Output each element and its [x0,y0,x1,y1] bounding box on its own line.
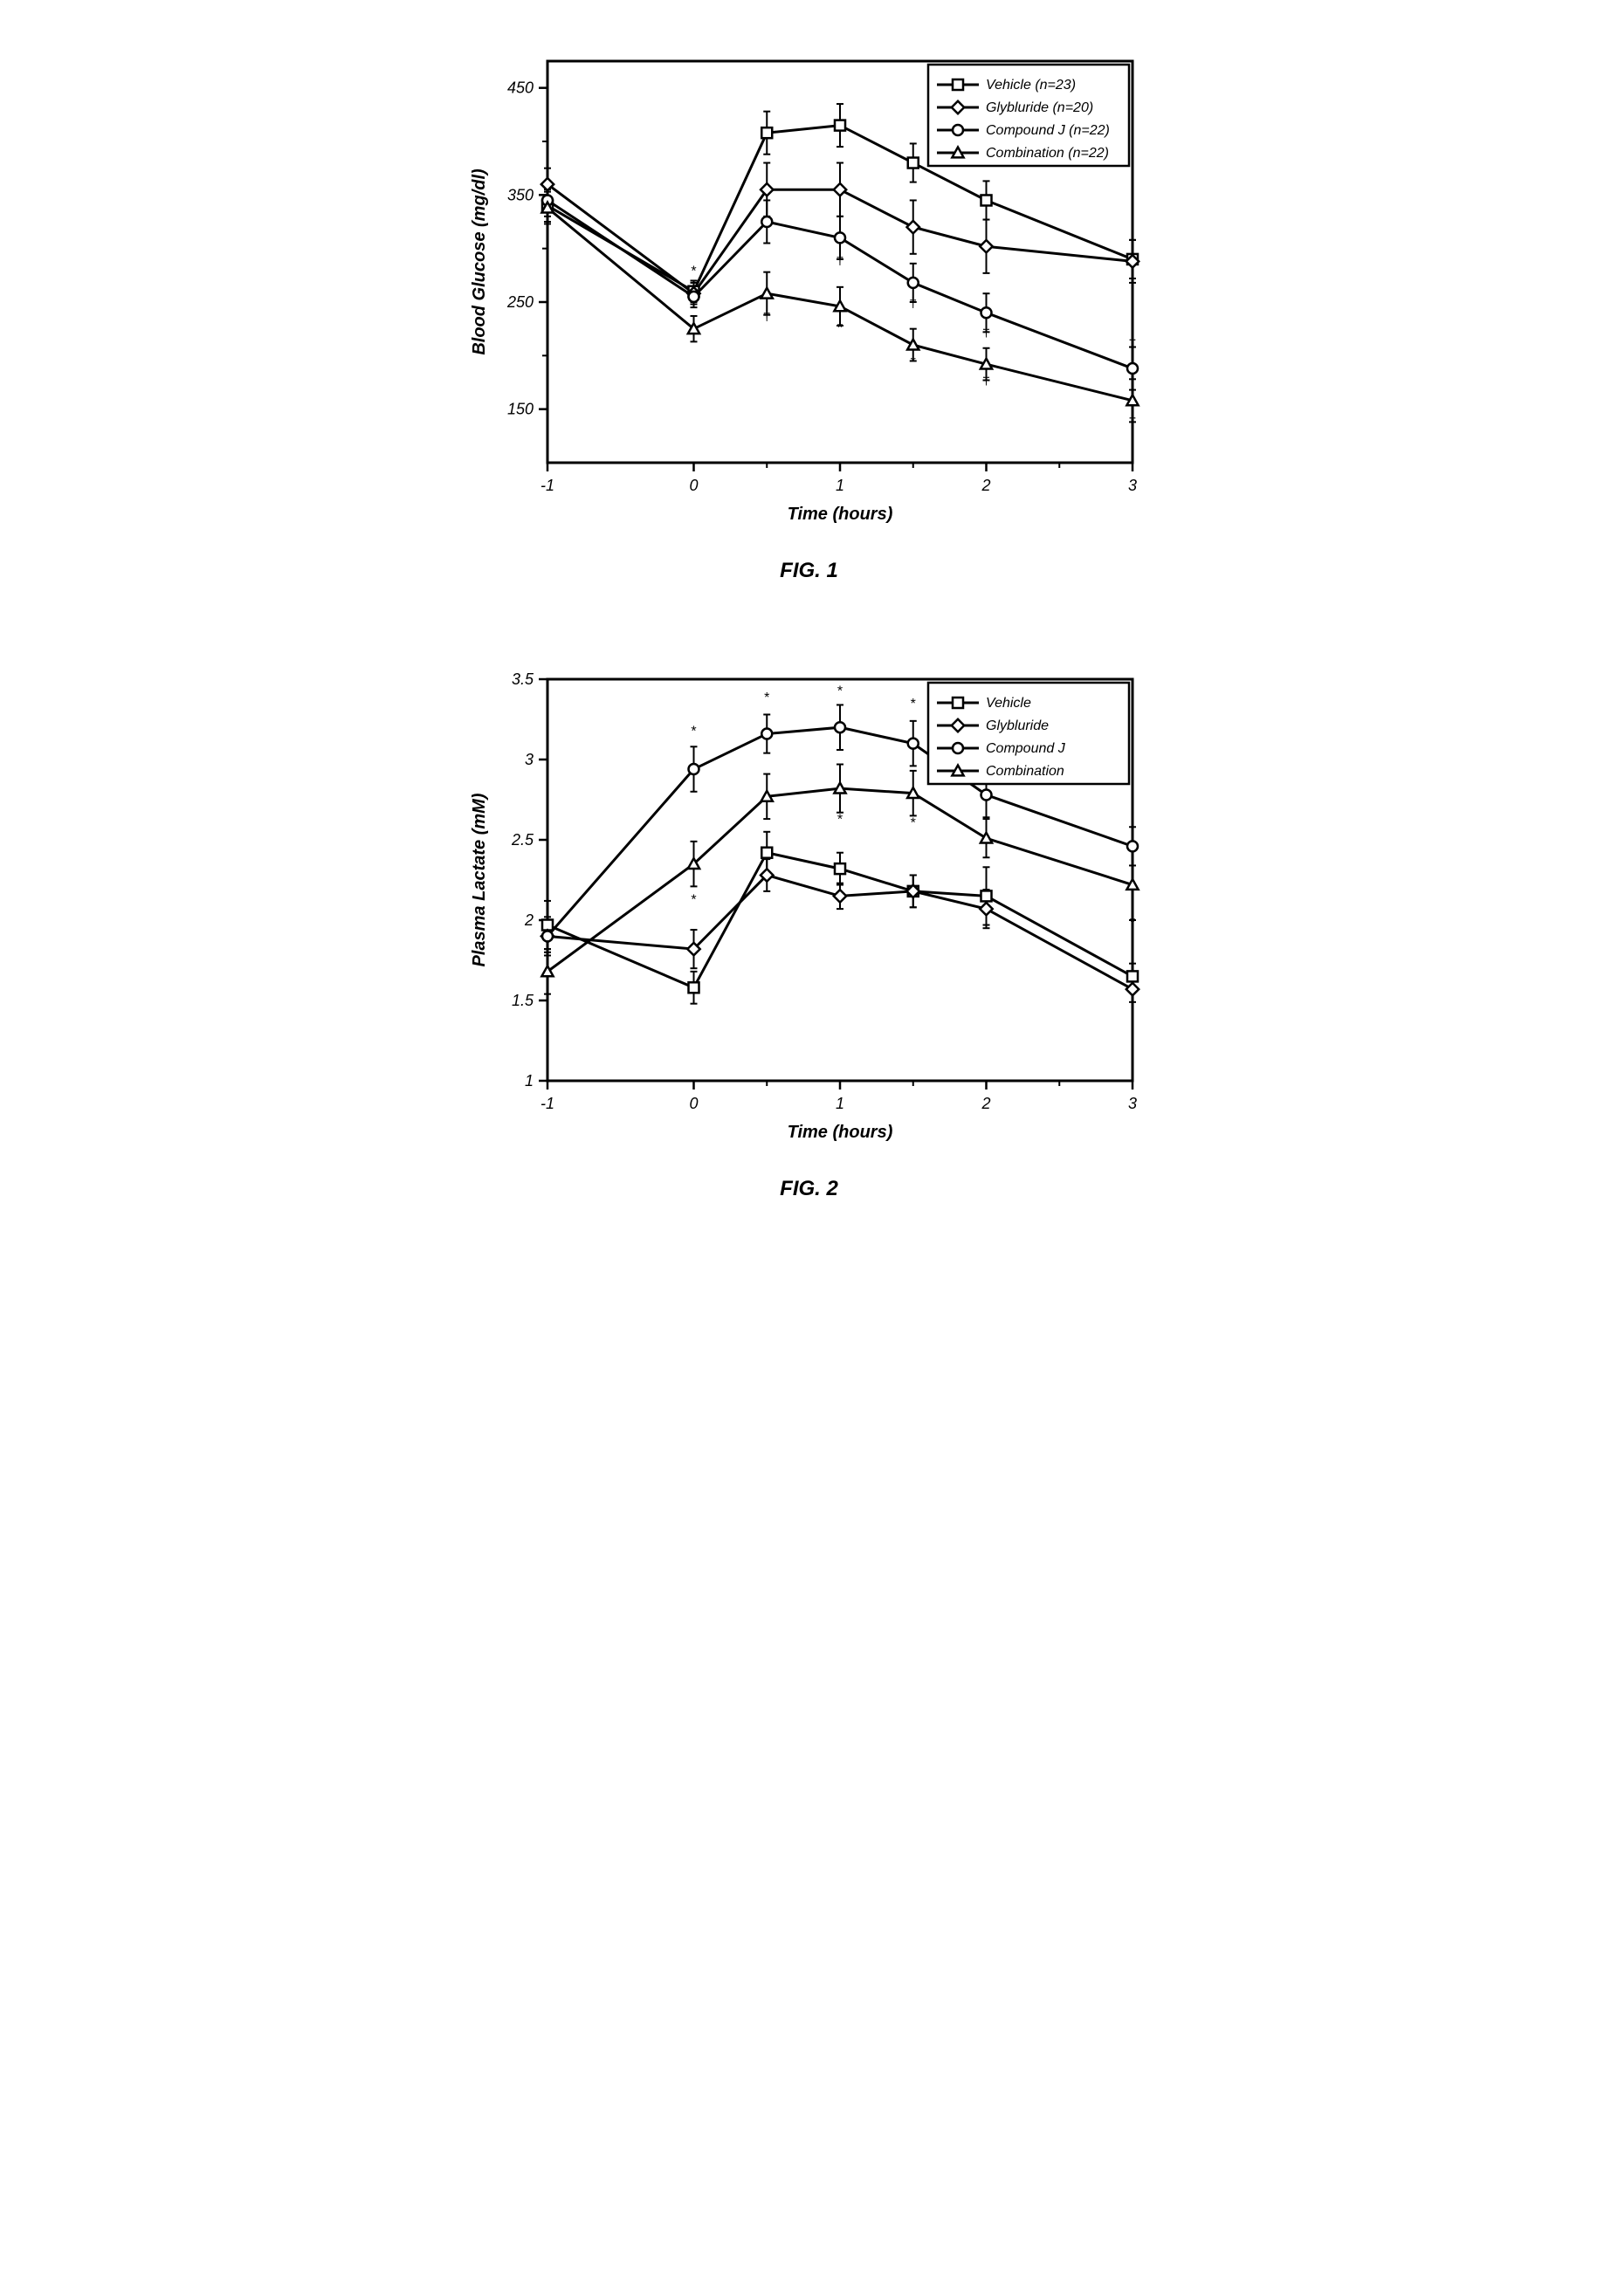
svg-text:Vehicle: Vehicle [986,696,1031,711]
svg-text:*: * [910,815,915,830]
figure-1-caption: FIG. 1 [460,559,1159,583]
svg-text:*: * [837,813,842,828]
svg-text:†: † [1128,336,1136,351]
svg-text:†: † [982,325,990,340]
svg-text:450: 450 [506,79,533,97]
svg-text:2: 2 [981,477,990,494]
svg-text:3: 3 [1127,477,1136,494]
svg-text:150: 150 [506,401,533,418]
chart-2-wrapper: -1 0 1 2 3 1 1.5 2 2.5 3 3.5 Time (hours) Plasma Lac… [460,653,1159,1159]
svg-text:Combination: Combination [986,764,1064,779]
svg-text:†: † [762,309,770,324]
svg-text:0: 0 [689,1095,698,1112]
svg-text:†: † [1128,414,1136,429]
svg-text:†: † [909,296,917,311]
svg-text:*: * [691,724,696,739]
svg-text:†: † [836,253,843,268]
figure-2-caption: FIG. 2 [460,1177,1159,1201]
svg-text:Glybluride: Glybluride [986,718,1049,733]
svg-text:Plasma Lactate (mM): Plasma Lactate (mM) [470,793,489,966]
svg-text:Combination (n=22): Combination (n=22) [986,146,1109,161]
figure-2: -1 0 1 2 3 1 1.5 2 2.5 3 3.5 Time (hours) Plasma Lac… [460,653,1159,1201]
svg-text:1: 1 [835,477,843,494]
svg-text:*: * [910,355,915,370]
svg-text:*: * [837,684,842,698]
svg-text:*: * [691,893,696,908]
svg-text:3.5: 3.5 [511,670,534,688]
svg-text:0: 0 [689,477,698,494]
chart-1-svg: -1 0 1 2 3 150 250 350 450 Time (hours) Blood Gluc… [460,35,1159,541]
svg-text:3: 3 [524,751,533,768]
svg-text:Glybluride (n=20): Glybluride (n=20) [986,100,1093,115]
svg-text:†: † [982,373,990,388]
svg-text:Compound J: Compound J [986,741,1066,756]
svg-text:Time (hours): Time (hours) [787,1123,892,1142]
svg-text:2.5: 2.5 [510,831,534,849]
svg-text:2: 2 [523,911,533,929]
svg-text:Time (hours): Time (hours) [787,505,892,524]
svg-text:2: 2 [981,1095,990,1112]
svg-text:*: * [764,691,769,705]
figure-1: -1 0 1 2 3 150 250 350 450 Time (hours) Blood Gluc… [460,35,1159,583]
svg-text:350: 350 [506,186,533,203]
chart-1-wrapper: -1 0 1 2 3 150 250 350 450 Time (hours) Blood Gluc… [460,35,1159,541]
svg-text:3: 3 [1127,1095,1136,1112]
svg-text:-1: -1 [540,477,554,494]
svg-text:1.5: 1.5 [511,992,534,1009]
svg-text:*: * [837,320,842,335]
svg-text:Blood Glucose (mg/dl): Blood Glucose (mg/dl) [470,168,489,355]
chart-2-svg: -1 0 1 2 3 1 1.5 2 2.5 3 3.5 Time (hours) Plasma Lac… [460,653,1159,1159]
svg-text:*: * [1129,915,1134,930]
svg-text:Vehicle (n=23): Vehicle (n=23) [986,78,1076,93]
svg-text:Compound J (n=22): Compound J (n=22) [986,123,1110,138]
svg-text:1: 1 [835,1095,843,1112]
svg-text:1: 1 [524,1072,533,1090]
svg-text:*: * [910,697,915,711]
svg-text:-1: -1 [540,1095,554,1112]
svg-text:250: 250 [506,293,533,311]
svg-text:*: * [691,264,696,278]
